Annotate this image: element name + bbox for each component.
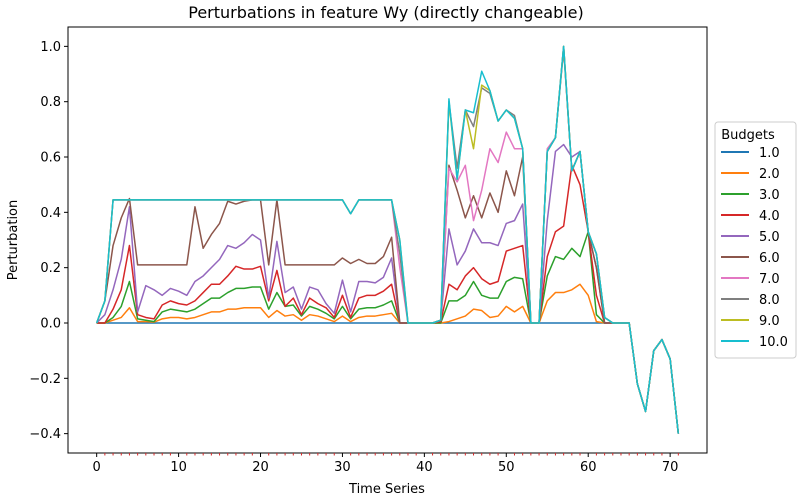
- legend: Budgets 1.0 2.0 3.0 4.0 5.0 6.0 7.0 8.0 9.0 10.0: [714, 121, 797, 359]
- series-line-5.0: [96, 143, 680, 434]
- legend-label: 10.0: [759, 335, 788, 350]
- legend-items: 1.0 2.0 3.0 4.0 5.0 6.0 7.0 8.0 9.0 10.0: [721, 146, 788, 350]
- legend-label: 2.0: [759, 167, 780, 182]
- y-tick-label: −0.4: [29, 427, 61, 442]
- legend-label: 7.0: [759, 272, 780, 287]
- x-tick-label: 30: [334, 460, 351, 475]
- chart-title: Perturbations in feature Wy (directly ch…: [188, 3, 584, 22]
- y-axis-label: Perturbation: [6, 200, 21, 281]
- series-line-3.0: [96, 230, 680, 434]
- y-axis: −0.4 −0.2 0.0 0.2 0.4 0.6 0.8 1.0: [29, 40, 68, 442]
- legend-label: 5.0: [759, 230, 780, 245]
- y-tick-label: 1.0: [40, 40, 61, 55]
- y-tick-label: 0.4: [40, 206, 61, 221]
- series-line-4.0: [96, 164, 680, 434]
- legend-label: 6.0: [759, 251, 780, 266]
- plot-area: [95, 45, 680, 434]
- legend-label: 9.0: [759, 314, 780, 329]
- y-tick-label: 0.6: [40, 151, 61, 166]
- x-tick-label: 40: [416, 460, 433, 475]
- legend-label: 1.0: [759, 146, 780, 161]
- x-tick-label: 60: [580, 460, 597, 475]
- x-tick-label: 10: [170, 460, 187, 475]
- legend-box: [714, 121, 797, 359]
- legend-title: Budgets: [721, 128, 775, 143]
- x-tick-label: 0: [93, 460, 101, 475]
- x-axis: 0 10 20 30 40 50 60 70: [93, 453, 679, 475]
- x-axis-label: Time Series: [348, 482, 425, 497]
- legend-label: 3.0: [759, 188, 780, 203]
- series-line-1.0: [96, 322, 680, 434]
- plot-frame: [67, 26, 708, 454]
- y-tick-label: 0.2: [40, 261, 61, 276]
- x-tick-label: 20: [252, 460, 269, 475]
- y-tick-label: 0.0: [40, 316, 61, 331]
- x-tick-label: 70: [662, 460, 679, 475]
- series-line-10.0: [95, 45, 680, 434]
- y-tick-label: −0.2: [29, 372, 61, 387]
- legend-label: 4.0: [759, 209, 780, 224]
- series-line-2.0: [96, 283, 680, 434]
- y-tick-label: 0.8: [40, 95, 61, 110]
- legend-label: 8.0: [759, 293, 780, 308]
- x-tick-label: 50: [498, 460, 515, 475]
